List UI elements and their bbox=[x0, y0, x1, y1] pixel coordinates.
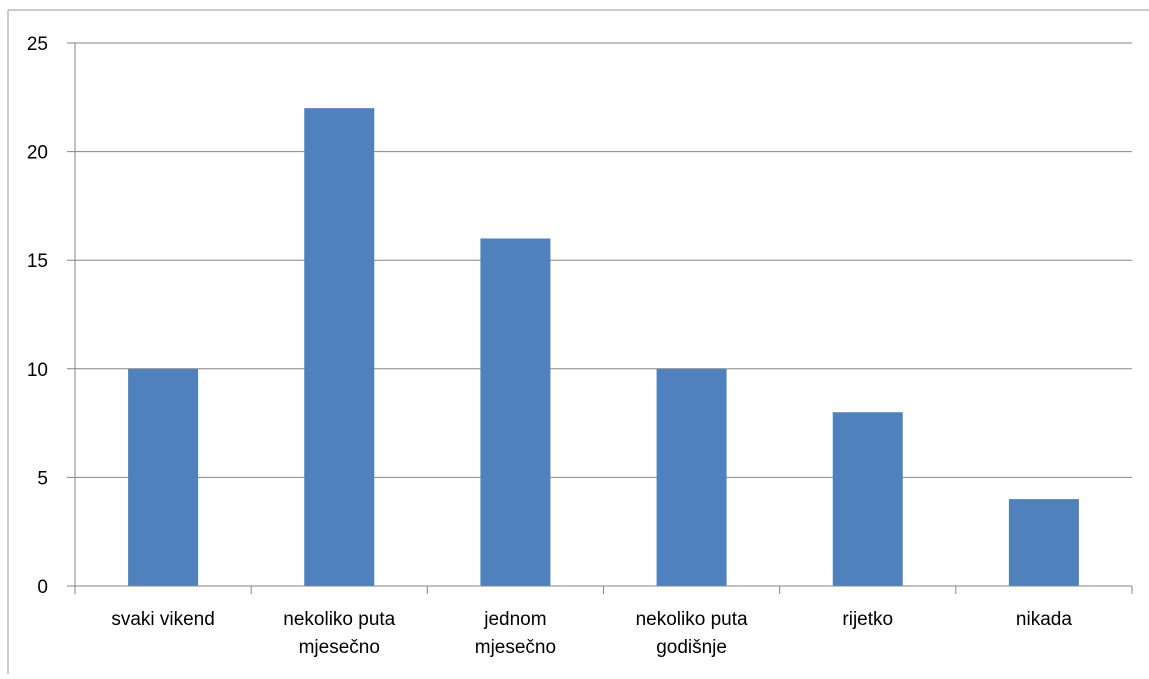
x-category-label: rijetko bbox=[842, 609, 893, 630]
x-category-label-line: jednom bbox=[483, 609, 546, 630]
x-category-label: nekoliko puta godišnje bbox=[636, 609, 748, 658]
labels: 0 5 10 15 20 25 svaki vikend nekoliko puta mjese… bbox=[27, 34, 1072, 658]
bars bbox=[128, 108, 1079, 587]
bar-5 bbox=[1008, 499, 1079, 586]
bar-2 bbox=[480, 238, 551, 587]
x-category-label-line: godišnje bbox=[656, 637, 727, 658]
x-category-label-line: rijetko bbox=[842, 609, 893, 630]
bar-1 bbox=[304, 108, 375, 586]
x-category-label: svaki vikend bbox=[111, 609, 215, 630]
bar-4 bbox=[832, 412, 903, 586]
axes bbox=[67, 43, 1133, 594]
x-category-label-line: nekoliko puta bbox=[283, 609, 395, 630]
x-category-label: jednom mjesečno bbox=[475, 609, 556, 658]
y-tick-label: 20 bbox=[27, 143, 48, 164]
x-category-label-line: mjesečno bbox=[475, 637, 556, 658]
x-category-label-line: nikada bbox=[1016, 609, 1072, 630]
y-tick-label: 0 bbox=[37, 577, 48, 598]
x-category-label-line: svaki vikend bbox=[111, 609, 215, 630]
y-tick-label: 25 bbox=[27, 34, 48, 55]
y-tick-label: 5 bbox=[37, 468, 48, 489]
y-tick-label: 10 bbox=[27, 360, 48, 381]
x-category-label: nikada bbox=[1016, 609, 1072, 630]
x-category-label-line: nekoliko puta bbox=[636, 609, 748, 630]
y-tick-label: 15 bbox=[27, 251, 48, 272]
bar-0 bbox=[128, 368, 199, 586]
gridlines bbox=[67, 42, 1132, 478]
bar-3 bbox=[656, 368, 727, 586]
x-category-label-line: mjesečno bbox=[299, 637, 380, 658]
x-category-label: nekoliko puta mjesečno bbox=[283, 609, 395, 658]
